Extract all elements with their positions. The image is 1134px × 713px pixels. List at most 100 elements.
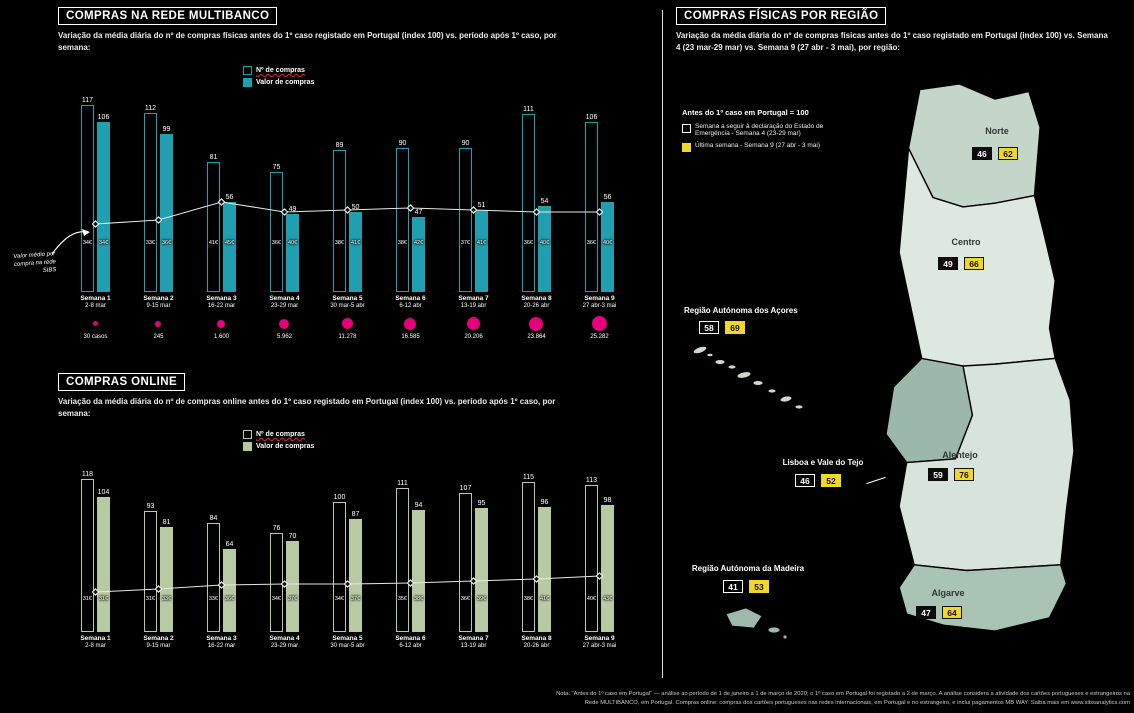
avg-ticket-value: 31€ bbox=[145, 596, 155, 602]
bar-num-compras bbox=[81, 105, 94, 292]
bar-valor-compras bbox=[475, 210, 488, 292]
legend-item-label: Valor de compras bbox=[256, 79, 315, 86]
island-shape bbox=[779, 395, 793, 403]
legend-item-label: Última semana - Semana 9 (27 abr - 3 mai… bbox=[695, 142, 820, 149]
legend-item: Valor de compras bbox=[243, 442, 314, 451]
week-label: Semana 7 13-19 abr bbox=[458, 635, 488, 650]
bar-valor-compras bbox=[97, 122, 110, 292]
bar-pair: 90 47 bbox=[396, 92, 425, 292]
badge-semana4: 46 bbox=[972, 147, 992, 160]
covid-cases-count: 23.864 bbox=[527, 333, 546, 340]
avg-ticket-value: 37€ bbox=[460, 240, 470, 246]
avg-ticket-value: 36€ bbox=[460, 596, 470, 602]
week-name: Semana 3 bbox=[206, 295, 237, 302]
week-dates: 16-22 mar bbox=[207, 302, 236, 309]
avg-ticket-line bbox=[91, 572, 604, 596]
avg-ticket-value: 40€ bbox=[586, 596, 596, 602]
badge-semana9: 52 bbox=[821, 474, 841, 487]
bar-value-label: 76 bbox=[272, 525, 281, 532]
badge-semana4: 47 bbox=[916, 606, 936, 619]
bar-value-label: 118 bbox=[81, 471, 94, 478]
week-dates: 2-8 mar bbox=[85, 642, 106, 649]
covid-cases-dot-icon bbox=[342, 318, 353, 330]
legend-item-label: Valor de compras bbox=[256, 443, 315, 450]
legend-item: Valor de compras bbox=[243, 78, 314, 87]
line-marker-icon bbox=[343, 580, 352, 588]
legend-item-semana9: Última semana - Semana 9 (27 abr - 3 mai… bbox=[682, 142, 840, 152]
footer-note: Nota: "Antes do 1º caso em Portugal" — a… bbox=[512, 690, 1130, 708]
week-label: Semana 7 13-19 abr bbox=[458, 295, 488, 310]
avg-ticket-labels: 40€ 43€ bbox=[568, 596, 631, 602]
covid-cases-dot-icon bbox=[92, 321, 98, 327]
bar-wrap: 81 bbox=[207, 154, 220, 292]
bar-wrap: 118 bbox=[81, 471, 94, 632]
avg-ticket-labels: 41€ 45€ bbox=[190, 240, 253, 246]
week-name: Semana 5 bbox=[332, 295, 363, 302]
week-group: 81 56 41€ 45€ Semana 3 16-22 mar 1.600 bbox=[190, 92, 253, 355]
section-subtitle-regioes: Variação da média diária do nº de compra… bbox=[676, 31, 1108, 52]
bar-value-label: 56 bbox=[225, 194, 234, 201]
avg-ticket-value: 36€ bbox=[523, 240, 533, 246]
bar-wrap: 64 bbox=[223, 541, 236, 632]
bar-pair: 111 54 bbox=[522, 92, 551, 292]
covid-cases-cell: 11.278 bbox=[339, 315, 356, 355]
footer-note-line: Rede MULTIBANCO, em Portugal. Compras on… bbox=[584, 700, 1130, 707]
avg-ticket-value: 34€ bbox=[271, 596, 281, 602]
avg-ticket-labels: 36€ 40€ bbox=[253, 240, 316, 246]
week-dates: 30 mar-5 abr bbox=[330, 302, 365, 309]
week-group: 84 64 33€ 36€ Semana 3 16-22 mar bbox=[190, 472, 253, 650]
bar-num-compras bbox=[522, 482, 535, 632]
week-label: Semana 8 20-26 abr bbox=[521, 295, 551, 310]
covid-cases-count: 20.206 bbox=[464, 333, 483, 340]
island-shape bbox=[782, 634, 788, 640]
line-marker-icon bbox=[343, 206, 352, 214]
solid-swatch-icon bbox=[243, 78, 252, 87]
week-label: Semana 5 30 mar-5 abr bbox=[330, 635, 364, 650]
bar-num-compras bbox=[81, 479, 94, 632]
avg-ticket-value: 33€ bbox=[145, 240, 155, 246]
island-shape bbox=[794, 404, 804, 410]
region-label-algarve: Algarve bbox=[931, 588, 965, 598]
avg-ticket-value: 40€ bbox=[603, 240, 613, 246]
covid-cases-count: 30 casos bbox=[83, 333, 108, 340]
week-group: 89 50 38€ 41€ Semana 5 30 mar-5 abr 11.278 bbox=[316, 92, 379, 355]
bar-value-label: 90 bbox=[398, 140, 407, 147]
avg-ticket-labels: 36€ 40€ bbox=[505, 240, 568, 246]
covid-cases-dotbox bbox=[155, 315, 162, 333]
avg-ticket-labels: 37€ 41€ bbox=[442, 240, 505, 246]
week-name: Semana 8 bbox=[521, 295, 552, 302]
avg-ticket-labels: 33€ 36€ bbox=[190, 596, 253, 602]
week-label: Semana 8 20-26 abr bbox=[521, 635, 551, 650]
line-marker-icon bbox=[469, 577, 478, 585]
covid-cases-cell: 23.864 bbox=[527, 315, 546, 355]
line-marker-icon bbox=[154, 216, 163, 224]
avg-ticket-value: 37€ bbox=[351, 596, 361, 602]
bar-value-label: 111 bbox=[523, 106, 534, 113]
bar-wrap: 106 bbox=[585, 114, 598, 292]
week-dates: 6-12 abr bbox=[399, 642, 422, 649]
line-marker-icon bbox=[154, 585, 163, 593]
avg-ticket-labels: 38€ 42€ bbox=[379, 240, 442, 246]
footer-note-line: Nota: "Antes do 1º caso em Portugal" — a… bbox=[556, 691, 1130, 698]
week-name: Semana 1 bbox=[80, 295, 111, 302]
week-label: Semana 5 30 mar-5 abr bbox=[330, 295, 364, 310]
bar-wrap: 49 bbox=[286, 206, 299, 292]
week-name: Semana 7 bbox=[458, 635, 489, 642]
avg-ticket-labels: 34€ 34€ bbox=[64, 240, 127, 246]
legend-item-label: Semana a seguir à declaração do Estado d… bbox=[695, 123, 824, 137]
week-group: 111 54 36€ 40€ Semana 8 20-26 abr 23.864 bbox=[505, 92, 568, 355]
week-group: 117 106 34€ 34€ Semana 1 2-8 mar 30 casos bbox=[64, 92, 127, 355]
bar-wrap: 104 bbox=[97, 489, 110, 632]
week-label: Semana 6 6-12 abr bbox=[395, 635, 425, 650]
bar-num-compras bbox=[585, 122, 598, 292]
covid-cases-cell: 20.206 bbox=[464, 315, 483, 355]
region-label-alentejo: Alentejo bbox=[942, 450, 978, 460]
bar-valor-compras bbox=[223, 549, 236, 632]
covid-cases-dot-icon bbox=[279, 318, 290, 329]
region-values-lisboa: 46 52 bbox=[795, 474, 841, 487]
section-title-multibanco: COMPRAS NA REDE MULTIBANCO bbox=[58, 7, 278, 25]
bar-num-compras bbox=[522, 114, 535, 292]
week-name: Semana 7 bbox=[458, 295, 489, 302]
section-title-online: COMPRAS ONLINE bbox=[58, 373, 186, 391]
week-group: 107 95 36€ 39€ Semana 7 13-19 abr bbox=[442, 472, 505, 650]
